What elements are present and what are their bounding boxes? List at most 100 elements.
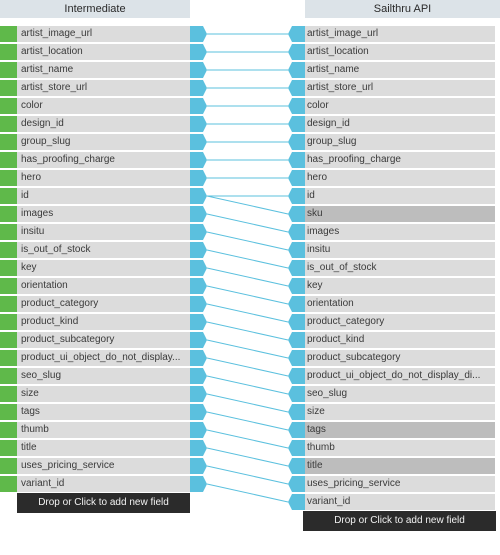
target-field-row[interactable]: has_proofing_charge <box>305 152 495 168</box>
source-connector-handle[interactable] <box>190 242 207 258</box>
target-connector-handle[interactable] <box>288 386 305 402</box>
target-connector-handle[interactable] <box>288 242 305 258</box>
source-connector-handle[interactable] <box>190 386 207 402</box>
target-connector-handle[interactable] <box>288 80 305 96</box>
source-connector-handle[interactable] <box>190 278 207 294</box>
source-connector-handle[interactable] <box>190 224 207 240</box>
target-field-row[interactable]: tags <box>305 422 495 438</box>
target-connector-handle[interactable] <box>288 422 305 438</box>
source-connector-handle[interactable] <box>190 476 207 492</box>
source-connector-handle[interactable] <box>190 314 207 330</box>
source-field-row[interactable]: product_ui_object_do_not_display... <box>0 350 190 366</box>
mapping-link[interactable] <box>206 231 289 251</box>
mapping-link[interactable] <box>206 267 289 287</box>
source-connector-handle[interactable] <box>190 458 207 474</box>
source-connector-handle[interactable] <box>190 80 207 96</box>
target-connector-handle[interactable] <box>288 152 305 168</box>
source-field-row[interactable]: thumb <box>0 422 190 438</box>
target-field-row[interactable]: uses_pricing_service <box>305 476 495 492</box>
target-connector-handle[interactable] <box>288 332 305 348</box>
source-field-row[interactable]: title <box>0 440 190 456</box>
target-field-row[interactable]: artist_name <box>305 62 495 78</box>
source-field-row[interactable]: size <box>0 386 190 402</box>
target-field-row[interactable]: artist_location <box>305 44 495 60</box>
target-connector-handle[interactable] <box>288 278 305 294</box>
mapping-link[interactable] <box>206 483 289 503</box>
source-field-row[interactable]: hero <box>0 170 190 186</box>
target-field-row[interactable]: sku <box>305 206 495 222</box>
target-field-row[interactable]: group_slug <box>305 134 495 150</box>
source-field-row[interactable]: id <box>0 188 190 204</box>
target-field-row[interactable]: product_category <box>305 314 495 330</box>
target-field-row[interactable]: design_id <box>305 116 495 132</box>
target-connector-handle[interactable] <box>288 170 305 186</box>
target-connector-handle[interactable] <box>288 404 305 420</box>
source-field-row[interactable]: variant_id <box>0 476 190 492</box>
source-connector-handle[interactable] <box>190 152 207 168</box>
source-field-row[interactable]: images <box>0 206 190 222</box>
mapping-link[interactable] <box>206 375 289 395</box>
target-connector-handle[interactable] <box>288 116 305 132</box>
target-field-row[interactable]: variant_id <box>305 494 495 510</box>
target-field-row[interactable]: key <box>305 278 495 294</box>
source-connector-handle[interactable] <box>190 98 207 114</box>
source-field-row[interactable]: group_slug <box>0 134 190 150</box>
source-connector-handle[interactable] <box>190 26 207 42</box>
source-field-row[interactable]: orientation <box>0 278 190 294</box>
target-connector-handle[interactable] <box>288 368 305 384</box>
target-field-row[interactable]: artist_image_url <box>305 26 495 42</box>
target-field-row[interactable]: orientation <box>305 296 495 312</box>
mapping-link[interactable] <box>206 465 289 485</box>
source-field-row[interactable]: artist_image_url <box>0 26 190 42</box>
target-connector-handle[interactable] <box>288 296 305 312</box>
mapping-link[interactable] <box>206 285 289 305</box>
source-connector-handle[interactable] <box>190 188 207 204</box>
source-field-row[interactable]: design_id <box>0 116 190 132</box>
source-connector-handle[interactable] <box>190 260 207 276</box>
source-connector-handle[interactable] <box>190 296 207 312</box>
source-field-row[interactable]: is_out_of_stock <box>0 242 190 258</box>
target-connector-handle[interactable] <box>288 224 305 240</box>
add-source-field-button[interactable]: Drop or Click to add new field <box>17 493 190 513</box>
mapping-link[interactable] <box>206 303 289 323</box>
target-field-row[interactable]: is_out_of_stock <box>305 260 495 276</box>
target-field-row[interactable]: id <box>305 188 495 204</box>
source-field-row[interactable]: artist_store_url <box>0 80 190 96</box>
target-connector-handle[interactable] <box>288 62 305 78</box>
target-field-row[interactable]: title <box>305 458 495 474</box>
mapping-link[interactable] <box>206 393 289 413</box>
target-field-row[interactable]: product_ui_object_do_not_display_di... <box>305 368 495 384</box>
target-field-row[interactable]: seo_slug <box>305 386 495 402</box>
target-field-row[interactable]: color <box>305 98 495 114</box>
source-connector-handle[interactable] <box>190 368 207 384</box>
target-field-row[interactable]: product_subcategory <box>305 350 495 366</box>
target-connector-handle[interactable] <box>288 188 305 204</box>
target-field-row[interactable]: images <box>305 224 495 240</box>
mapping-link[interactable] <box>206 195 289 215</box>
mapping-link[interactable] <box>206 249 289 269</box>
source-connector-handle[interactable] <box>190 206 207 222</box>
mapping-link[interactable] <box>206 321 289 341</box>
source-field-row[interactable]: artist_name <box>0 62 190 78</box>
target-connector-handle[interactable] <box>288 26 305 42</box>
target-connector-handle[interactable] <box>288 260 305 276</box>
source-field-row[interactable]: key <box>0 260 190 276</box>
target-connector-handle[interactable] <box>288 440 305 456</box>
target-connector-handle[interactable] <box>288 458 305 474</box>
source-connector-handle[interactable] <box>190 134 207 150</box>
target-field-row[interactable]: insitu <box>305 242 495 258</box>
target-connector-handle[interactable] <box>288 350 305 366</box>
add-target-field-button[interactable]: Drop or Click to add new field <box>303 511 496 531</box>
source-connector-handle[interactable] <box>190 332 207 348</box>
source-field-row[interactable]: uses_pricing_service <box>0 458 190 474</box>
target-field-row[interactable]: size <box>305 404 495 420</box>
target-connector-handle[interactable] <box>288 494 305 510</box>
source-field-row[interactable]: product_category <box>0 296 190 312</box>
source-connector-handle[interactable] <box>190 350 207 366</box>
source-connector-handle[interactable] <box>190 404 207 420</box>
target-field-row[interactable]: hero <box>305 170 495 186</box>
source-field-row[interactable]: artist_location <box>0 44 190 60</box>
target-connector-handle[interactable] <box>288 206 305 222</box>
source-connector-handle[interactable] <box>190 44 207 60</box>
target-connector-handle[interactable] <box>288 44 305 60</box>
